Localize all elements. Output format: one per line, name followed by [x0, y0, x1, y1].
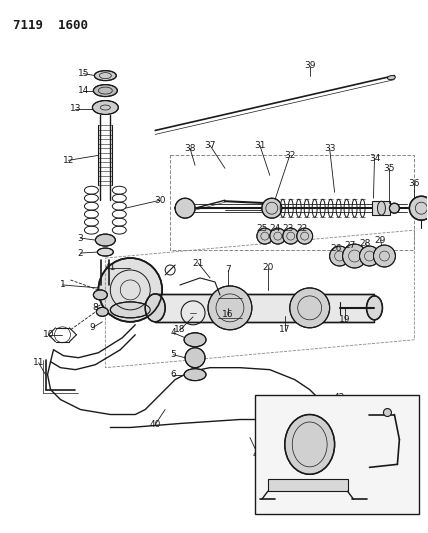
Circle shape: [360, 246, 380, 266]
Text: 38: 38: [184, 144, 196, 153]
Text: 35: 35: [383, 164, 395, 173]
Ellipse shape: [184, 333, 206, 347]
Text: 26: 26: [330, 244, 341, 253]
Text: 43: 43: [288, 395, 300, 404]
Text: 18: 18: [174, 325, 186, 334]
Text: 27: 27: [344, 240, 355, 249]
Circle shape: [290, 288, 330, 328]
Bar: [268, 479, 348, 491]
Ellipse shape: [96, 308, 108, 317]
Text: 8: 8: [92, 303, 98, 312]
Text: 41: 41: [387, 395, 398, 404]
Circle shape: [175, 198, 195, 218]
Text: 10: 10: [43, 330, 54, 340]
Circle shape: [409, 196, 428, 220]
Text: 25: 25: [256, 224, 268, 232]
Circle shape: [208, 286, 252, 330]
Ellipse shape: [110, 302, 150, 318]
Text: 13: 13: [70, 104, 81, 113]
Text: 6: 6: [170, 370, 176, 379]
Circle shape: [297, 228, 313, 244]
Text: 14: 14: [78, 86, 89, 95]
Ellipse shape: [377, 201, 386, 215]
Text: 15: 15: [77, 69, 89, 78]
Circle shape: [389, 203, 399, 213]
Text: 7: 7: [225, 265, 231, 274]
Bar: [255, 394, 419, 514]
Text: 28: 28: [360, 239, 371, 247]
Ellipse shape: [145, 294, 165, 322]
Text: 7119  1600: 7119 1600: [13, 19, 88, 32]
Text: 24: 24: [269, 224, 280, 232]
Text: 33: 33: [324, 144, 336, 153]
Circle shape: [283, 228, 299, 244]
Ellipse shape: [98, 248, 113, 256]
Text: 40: 40: [149, 420, 161, 429]
Text: 22: 22: [296, 224, 307, 232]
Text: 1: 1: [59, 280, 65, 289]
Text: 20: 20: [262, 263, 273, 272]
Circle shape: [270, 228, 286, 244]
Text: 9: 9: [89, 324, 95, 332]
Text: 2: 2: [77, 248, 83, 257]
Ellipse shape: [93, 290, 107, 300]
Circle shape: [185, 348, 205, 368]
Ellipse shape: [387, 76, 395, 79]
Ellipse shape: [366, 296, 383, 320]
Text: 37: 37: [204, 141, 216, 150]
Text: 17: 17: [279, 325, 291, 334]
Text: 42: 42: [334, 393, 345, 402]
Text: 30: 30: [155, 196, 166, 205]
Circle shape: [374, 245, 395, 267]
Ellipse shape: [95, 71, 116, 80]
Text: 29: 29: [375, 236, 386, 245]
Text: 21: 21: [192, 259, 204, 268]
Circle shape: [257, 228, 273, 244]
Text: 40: 40: [252, 450, 264, 459]
Ellipse shape: [92, 101, 118, 115]
Text: 19: 19: [339, 316, 351, 324]
Circle shape: [330, 246, 350, 266]
Circle shape: [262, 198, 282, 218]
Circle shape: [98, 258, 162, 322]
Text: 5: 5: [170, 350, 176, 359]
Circle shape: [342, 244, 366, 268]
Text: 32: 32: [284, 151, 295, 160]
Circle shape: [383, 408, 392, 416]
Text: 11: 11: [33, 358, 45, 367]
Ellipse shape: [285, 415, 335, 474]
Ellipse shape: [95, 234, 115, 246]
Text: 41: 41: [105, 263, 116, 272]
Text: 4: 4: [170, 328, 176, 337]
Text: 39: 39: [304, 61, 315, 70]
Text: 36: 36: [409, 179, 420, 188]
Text: 3: 3: [77, 233, 83, 243]
Bar: [372, 201, 390, 215]
Ellipse shape: [184, 369, 206, 381]
Text: 12: 12: [63, 156, 74, 165]
Text: 23: 23: [282, 224, 294, 232]
Text: 31: 31: [254, 141, 266, 150]
Text: 16: 16: [222, 310, 234, 319]
Ellipse shape: [93, 85, 117, 96]
Bar: [155, 294, 374, 322]
Bar: [170, 155, 414, 250]
Text: 44: 44: [324, 497, 335, 506]
Text: 34: 34: [369, 154, 380, 163]
Text: 1: 1: [396, 485, 402, 494]
